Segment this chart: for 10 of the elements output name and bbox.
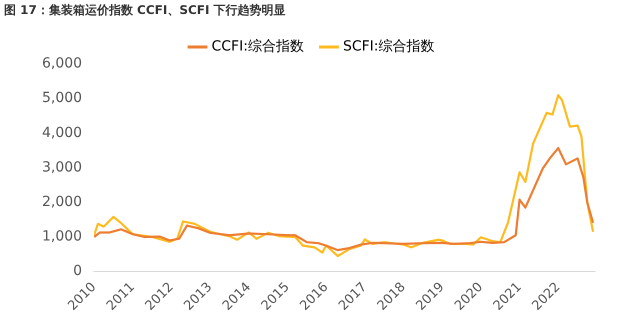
y-tick-label: 4,000 <box>42 124 82 141</box>
chart-title: 图 17：集装箱运价指数 CCFI、SCFI 下行趋势明显 <box>4 2 286 19</box>
legend-label: SCFI:综合指数 <box>342 38 435 55</box>
legend-label: CCFI:综合指数 <box>211 38 304 55</box>
y-tick-label: 2,000 <box>42 194 82 210</box>
y-tick-label: 0 <box>73 263 82 280</box>
y-tick-label: 5,000 <box>42 90 82 106</box>
y-tick-label: 6,000 <box>42 56 82 72</box>
y-tick-label: 3,000 <box>42 159 82 176</box>
y-tick-label: 1,000 <box>42 228 82 245</box>
